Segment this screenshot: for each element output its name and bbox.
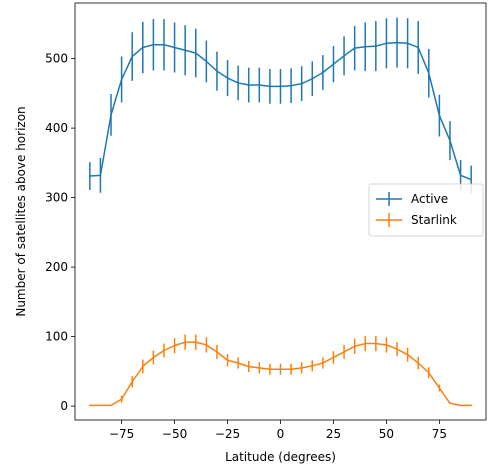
series-line: [89, 341, 472, 407]
y-tick-label: 500: [45, 52, 68, 66]
x-tick-label: −75: [109, 427, 134, 441]
y-axis-ticks: 0 100 200 300 400 500: [45, 52, 75, 413]
y-tick-label: 200: [45, 260, 68, 274]
x-axis-ticks: −75 −50 −25 0 25 50 75: [109, 420, 447, 441]
x-tick-label: 75: [432, 427, 447, 441]
plot-frame: [74, 2, 487, 421]
legend-item-active: Active: [376, 192, 448, 206]
x-tick-label: 25: [326, 427, 341, 441]
x-tick-label: −25: [215, 427, 240, 441]
series-active: [89, 17, 472, 194]
y-tick-label: 400: [45, 121, 68, 135]
legend-label: Starlink: [411, 213, 457, 227]
legend-box: [368, 183, 484, 237]
legend-item-starlink: Starlink: [376, 213, 457, 227]
legend-label: Active: [411, 192, 448, 206]
legend: Active Starlink: [368, 183, 484, 237]
y-axis-label: Number of satellites above horizon: [14, 106, 28, 316]
y-tick-label: 300: [45, 191, 68, 205]
x-tick-label: 50: [379, 427, 394, 441]
x-tick-label: −50: [162, 427, 187, 441]
y-tick-label: 0: [60, 399, 68, 413]
series-line: [89, 41, 472, 181]
series-starlink: [89, 334, 472, 407]
x-axis-label: Latitude (degrees): [225, 450, 336, 464]
y-tick-label: 100: [45, 330, 68, 344]
x-tick-label: 0: [277, 427, 285, 441]
series-layer: [89, 17, 472, 407]
